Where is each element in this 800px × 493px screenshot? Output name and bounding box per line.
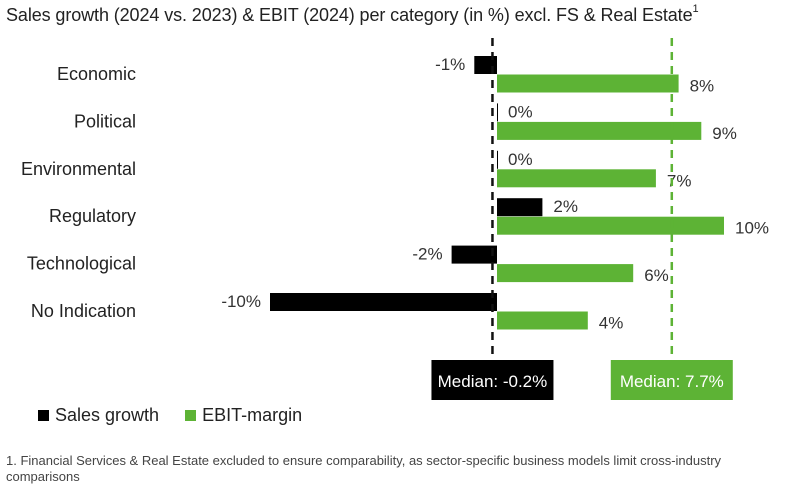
footnote-marker: 1	[692, 3, 699, 15]
sales-bar-political	[497, 103, 498, 122]
ebit-value-label-political: 9%	[712, 124, 737, 143]
median-label-sales-growth: Median: -0.2%	[438, 372, 548, 391]
sales-bar-environmental	[497, 150, 498, 169]
median-box-sales-growth	[431, 360, 554, 400]
ebit-bar-no-indication	[497, 311, 588, 330]
ebit-bar-environmental	[497, 169, 656, 188]
ebit-bar-regulatory	[497, 216, 724, 235]
category-label-regulatory: Regulatory	[49, 206, 136, 226]
median-box-ebit-margin	[610, 360, 733, 400]
ebit-bar-political	[497, 121, 702, 140]
ebit-bar-economic	[497, 74, 679, 93]
sales-bar-no-indication	[270, 293, 497, 311]
legend-swatch-sales	[38, 410, 49, 421]
ebit-value-label-technological: 6%	[644, 266, 669, 285]
legend-swatch-ebit	[185, 410, 197, 421]
legend-item-ebit: EBIT-margin	[185, 405, 302, 426]
category-label-economic: Economic	[57, 64, 136, 84]
footnote: 1. Financial Services & Real Estate excl…	[6, 453, 722, 484]
sales-value-label-economic: -1%	[435, 55, 465, 74]
category-label-technological: Technological	[27, 254, 136, 274]
category-label-environmental: Environmental	[21, 159, 136, 179]
chart-title: Sales growth (2024 vs. 2023) & EBIT (202…	[6, 3, 699, 25]
ebit-value-label-economic: 8%	[690, 77, 715, 96]
ebit-value-label-regulatory: 10%	[735, 219, 769, 238]
ebit-value-label-no-indication: 4%	[599, 314, 624, 333]
median-label-ebit-margin: Median: 7.7%	[620, 372, 724, 391]
legend-item-sales: Sales growth	[38, 405, 159, 426]
category-label-no-indication: No Indication	[31, 301, 136, 321]
sales-value-label-no-indication: -10%	[221, 292, 261, 311]
legend-label-sales: Sales growth	[55, 405, 160, 425]
sales-value-label-technological: -2%	[412, 245, 442, 264]
sales-value-label-political: 0%	[508, 102, 533, 121]
sales-bar-technological	[451, 245, 497, 264]
ebit-bar-technological	[497, 264, 634, 283]
legend-label-ebit: EBIT-margin	[202, 405, 303, 425]
sales-value-label-regulatory: 2%	[553, 197, 578, 216]
chart-area: Economic -1% 8% Political 0% 9% Environmental 0…	[21, 38, 769, 400]
category-label-political: Political	[74, 111, 136, 131]
ebit-value-label-environmental: 7%	[667, 171, 692, 190]
sales-bar-regulatory	[497, 198, 543, 217]
legend: Sales growth EBIT-margin	[38, 405, 328, 426]
sales-value-label-environmental: 0%	[508, 150, 533, 169]
